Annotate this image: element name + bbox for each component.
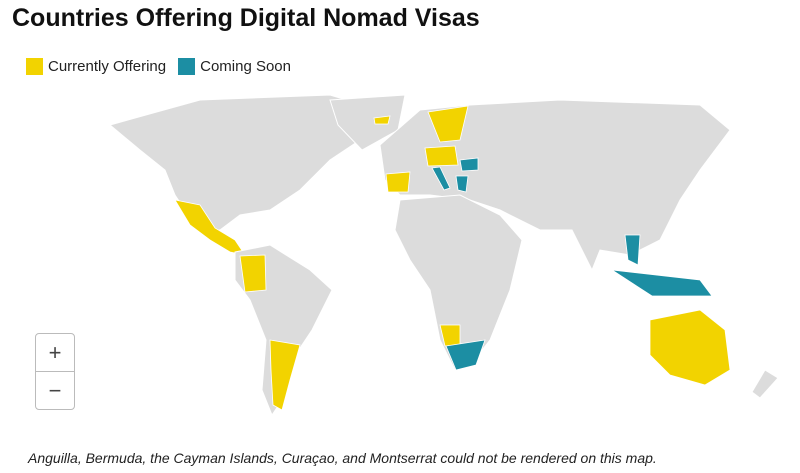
legend-label: Currently Offering [48,58,167,75]
legend-swatch [178,58,196,75]
legend-swatch [26,58,43,75]
indonesia[interactable] [611,269,713,297]
greenland [329,94,406,151]
romania[interactable] [459,157,479,172]
colombia[interactable] [239,254,267,293]
new-zealand [751,369,779,399]
legend-item: Coming Soon [178,58,291,75]
thailand[interactable] [624,234,641,266]
iceland[interactable] [373,115,391,125]
zoom-control: + − [35,333,75,410]
scandinavia[interactable] [427,105,469,143]
australia[interactable] [649,309,731,386]
zoom-out[interactable]: − [36,371,74,409]
spain[interactable] [385,171,411,193]
legend-label: Coming Soon [200,58,291,75]
footnote: Anguilla, Bermuda, the Cayman Islands, C… [28,450,657,466]
legend: Currently Offering Coming Soon [26,58,291,75]
title: Countries Offering Digital Nomad Visas [12,4,480,32]
argentina[interactable] [269,339,301,411]
central-europe[interactable] [424,145,459,167]
world-map[interactable] [0,90,800,430]
zoom-in[interactable]: + [48,339,62,365]
south-africa[interactable] [445,339,486,371]
italy[interactable] [431,166,451,191]
greece[interactable] [455,175,469,193]
eurasia [379,99,731,272]
legend-item: Currently Offering [26,58,166,75]
